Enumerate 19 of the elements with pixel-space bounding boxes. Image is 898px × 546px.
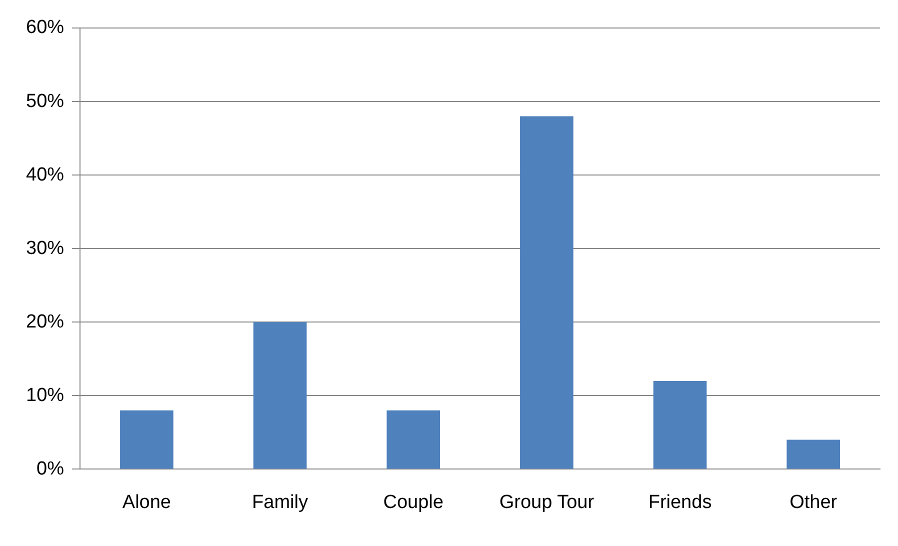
bar — [120, 410, 174, 469]
x-tick-label: Alone — [122, 492, 171, 513]
bar — [253, 322, 307, 469]
x-tick-label: Group Tour — [499, 492, 595, 513]
x-tick-label: Couple — [383, 492, 444, 513]
y-tick-label: 20% — [26, 311, 64, 332]
y-tick-label: 30% — [26, 238, 64, 259]
y-tick-label: 0% — [36, 458, 64, 480]
bar — [786, 440, 840, 469]
x-tick-label: Friends — [648, 492, 712, 513]
bar — [386, 410, 440, 469]
y-tick-label: 10% — [26, 384, 64, 406]
y-tick-label: 50% — [26, 90, 64, 112]
bar — [520, 116, 574, 469]
y-tick-label: 40% — [26, 164, 64, 186]
bar — [653, 380, 707, 469]
x-tick-label: Other — [790, 492, 838, 513]
x-tick-label: Family — [252, 492, 308, 513]
y-tick-label: 60% — [26, 17, 64, 38]
